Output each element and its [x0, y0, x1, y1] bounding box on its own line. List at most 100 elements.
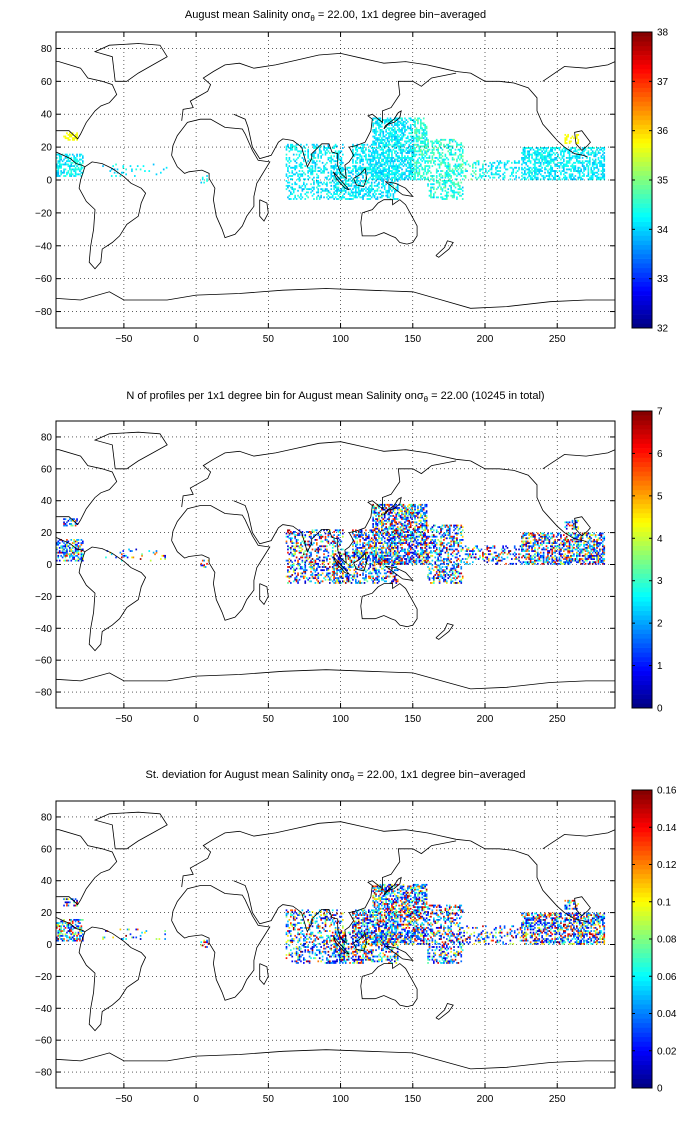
data-cell [74, 156, 77, 159]
data-cell [66, 160, 68, 163]
data-cell [352, 194, 354, 197]
data-cell [420, 163, 422, 166]
data-cell [603, 152, 606, 154]
data-cell [472, 166, 474, 169]
data-cell [537, 155, 539, 158]
data-cell [349, 166, 351, 169]
data-cell [526, 176, 529, 179]
coastline [55, 151, 86, 168]
data-cell [373, 158, 376, 161]
data-cell [574, 170, 577, 172]
data-cell [58, 559, 61, 562]
data-cell [602, 171, 604, 174]
data-cell [76, 543, 78, 546]
data-cell [73, 160, 75, 163]
data-cell [355, 191, 357, 194]
data-cell [356, 181, 359, 184]
data-cell [300, 186, 302, 189]
data-cell [444, 176, 447, 179]
data-cell [414, 153, 416, 156]
data-cell [80, 556, 83, 559]
data-cell [64, 559, 67, 562]
data-cell [537, 161, 539, 164]
data-cell [537, 148, 539, 151]
data-cell [334, 577, 337, 580]
data-cell [417, 178, 419, 181]
data-cell [443, 160, 445, 163]
data-cell [421, 127, 424, 130]
data-cell [313, 181, 315, 184]
data-cell [418, 130, 421, 133]
data-cell [388, 516, 390, 519]
data-cell [524, 150, 526, 153]
data-cell [375, 556, 377, 559]
data-cell [342, 143, 344, 146]
x-tick-label: 50 [263, 334, 275, 345]
data-cell [454, 140, 457, 143]
data-cell [590, 153, 593, 156]
data-cell [591, 163, 594, 166]
data-cell [385, 558, 387, 560]
data-cell [334, 186, 337, 189]
data-cell [297, 532, 299, 535]
data-cell [408, 165, 411, 168]
data-cell [295, 171, 298, 174]
data-cell [581, 161, 584, 164]
data-cell [318, 548, 321, 551]
data-cell [593, 161, 595, 164]
data-cell [373, 553, 376, 556]
data-cell [395, 163, 398, 166]
data-cell [584, 147, 587, 149]
data-cell [385, 575, 387, 578]
data-cell [534, 165, 536, 168]
data-cell [388, 140, 390, 143]
data-cell [379, 510, 382, 513]
data-cell [388, 160, 390, 163]
data-cell [388, 133, 390, 136]
data-cell [496, 170, 499, 172]
data-cell [327, 158, 330, 161]
data-cell [396, 548, 399, 551]
data-cell [336, 193, 338, 195]
data-cell [376, 152, 379, 154]
colorbar-segment [632, 129, 652, 135]
data-cell [353, 153, 356, 156]
data-cell [373, 196, 376, 199]
data-cell [337, 578, 340, 581]
data-cell [396, 140, 399, 143]
data-cell [479, 173, 481, 176]
data-cell [466, 160, 468, 163]
data-cell [402, 124, 405, 126]
data-cell [382, 556, 385, 559]
data-cell [334, 542, 337, 544]
data-cell [461, 150, 464, 153]
data-cell [290, 564, 292, 567]
data-cell [375, 198, 377, 200]
data-cell [298, 184, 301, 187]
data-cell [438, 155, 441, 158]
data-cell [314, 156, 317, 159]
data-cell [402, 135, 405, 138]
data-cell [318, 170, 321, 172]
data-cell [476, 160, 478, 163]
data-cell [369, 145, 372, 148]
data-cell [437, 150, 439, 153]
data-cell [438, 156, 441, 159]
data-cell [291, 542, 294, 544]
data-cell [382, 175, 385, 177]
data-cell [323, 147, 325, 149]
data-cell [394, 542, 396, 544]
data-cell [381, 562, 383, 565]
data-cell [457, 181, 460, 184]
data-cell [381, 180, 383, 182]
data-cell [304, 556, 307, 559]
data-cell [382, 148, 385, 151]
data-cell [392, 176, 395, 179]
data-cell [386, 127, 389, 130]
data-cell [395, 582, 398, 584]
data-cell [525, 156, 528, 159]
data-cell [594, 163, 597, 166]
data-cell [74, 559, 77, 562]
data-cell [565, 142, 568, 145]
data-cell [356, 158, 359, 161]
